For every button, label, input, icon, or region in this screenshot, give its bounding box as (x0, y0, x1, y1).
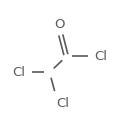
Text: Cl: Cl (94, 50, 107, 63)
Text: O: O (55, 18, 65, 31)
Text: Cl: Cl (13, 66, 26, 79)
Text: Cl: Cl (57, 97, 70, 110)
